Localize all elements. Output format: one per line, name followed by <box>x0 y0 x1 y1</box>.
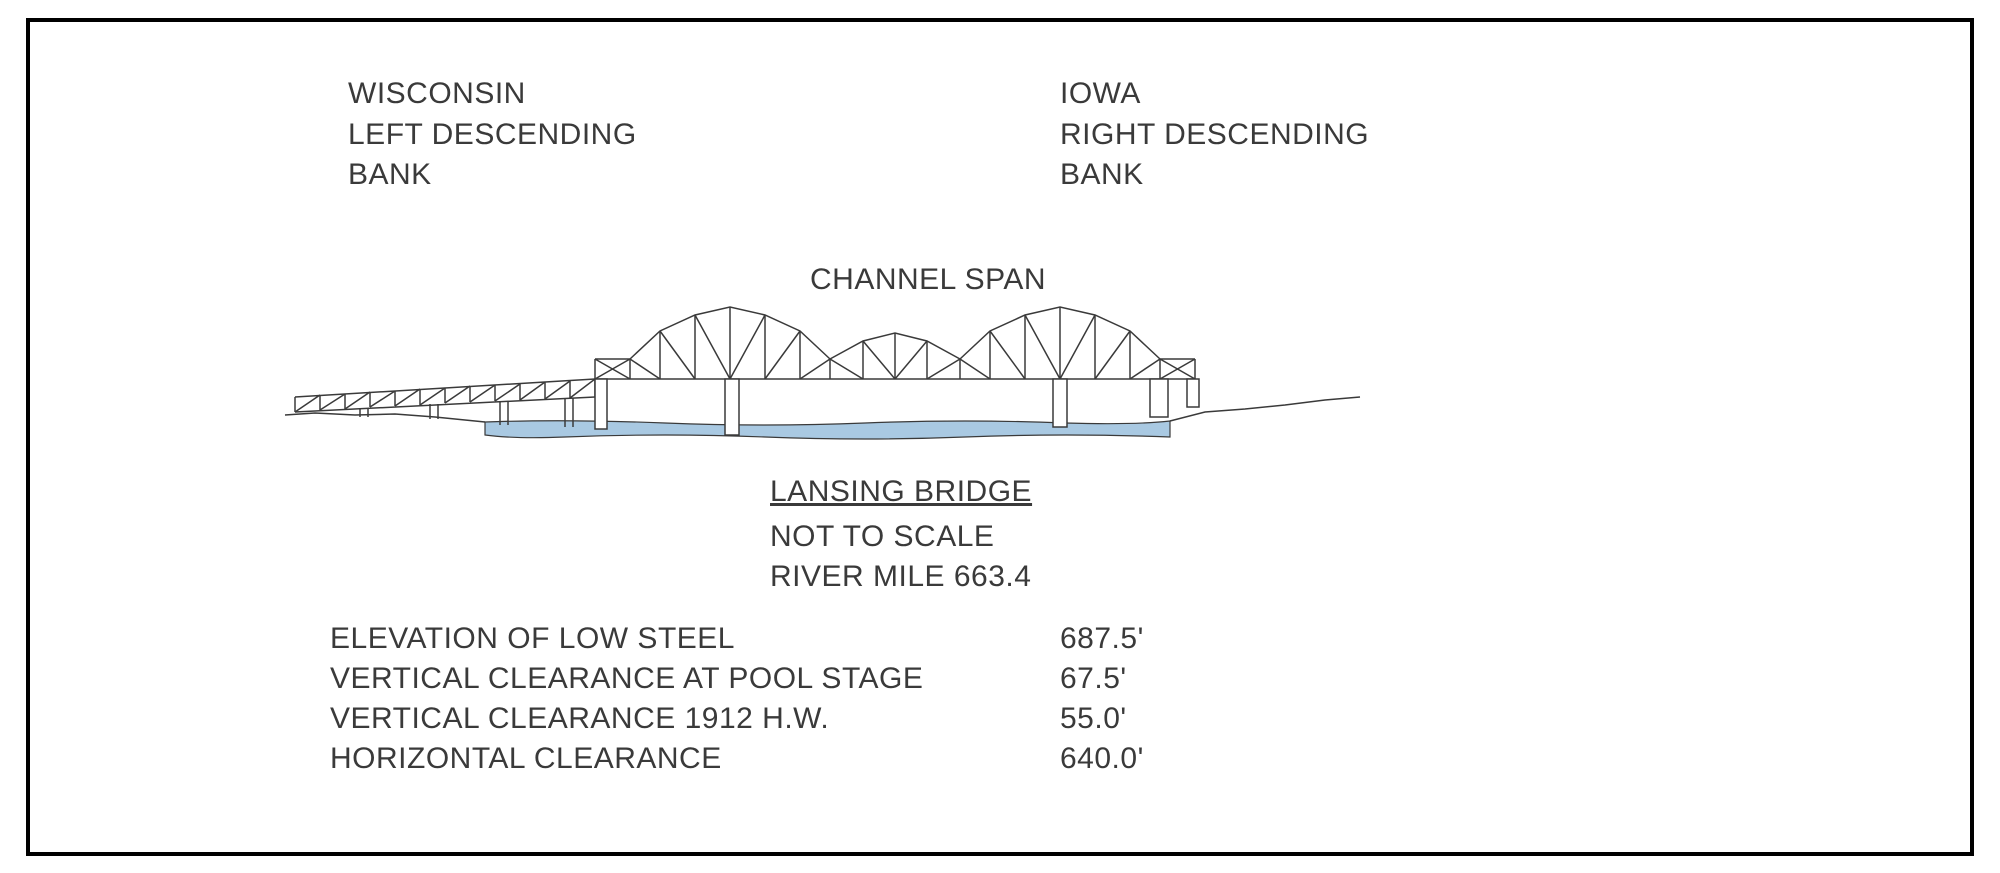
right-bank-line3: BANK <box>1060 155 1369 196</box>
span-3 <box>960 307 1195 379</box>
bridge-diagram <box>265 267 1365 457</box>
left-bank-line3: BANK <box>348 155 637 196</box>
span-2 <box>830 333 960 379</box>
diagram-frame: WISCONSIN LEFT DESCENDING BANK IOWA RIGH… <box>26 18 1974 856</box>
bridge-title: LANSING BRIDGE <box>770 472 1032 513</box>
right-bank-line2: RIGHT DESCENDING <box>1060 115 1369 156</box>
spec-label-3: HORIZONTAL CLEARANCE <box>330 742 722 776</box>
spec-label-2: VERTICAL CLEARANCE 1912 H.W. <box>330 702 829 736</box>
spec-value-1: 67.5' <box>1060 662 1127 696</box>
spec-value-3: 640.0' <box>1060 742 1144 776</box>
right-bank-line1: IOWA <box>1060 74 1369 115</box>
approach-span <box>295 379 595 427</box>
spec-value-0: 687.5' <box>1060 622 1144 656</box>
spec-label-0: ELEVATION OF LOW STEEL <box>330 622 735 656</box>
subtitle-scale: NOT TO SCALE <box>770 517 994 558</box>
spec-value-2: 55.0' <box>1060 702 1127 736</box>
left-bank-line2: LEFT DESCENDING <box>348 115 637 156</box>
spec-label-1: VERTICAL CLEARANCE AT POOL STAGE <box>330 662 923 696</box>
left-shore <box>285 413 485 422</box>
subtitle-rivermile: RIVER MILE 663.4 <box>770 557 1031 598</box>
span-1 <box>595 307 830 379</box>
left-bank-line1: WISCONSIN <box>348 74 637 115</box>
right-bank-label: IOWA RIGHT DESCENDING BANK <box>1060 74 1369 196</box>
left-bank-label: WISCONSIN LEFT DESCENDING BANK <box>348 74 637 196</box>
